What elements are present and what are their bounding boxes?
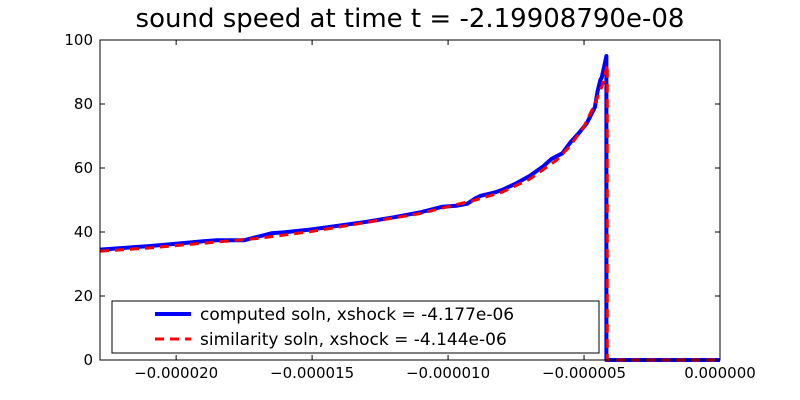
series-line-1 [99,54,720,362]
x-tick-label: 0.000000 [684,364,756,382]
legend: computed soln, xshock = -4.177e-06 simila… [111,300,600,354]
plot-frame [99,39,721,361]
x-tick-label: −0.000010 [406,364,490,382]
legend-box [111,300,600,354]
series-line-2 [99,63,720,362]
x-tick-label: −0.000015 [270,364,354,382]
x-tick-label: −0.000020 [134,364,218,382]
chart-title: sound speed at time t = -2.19908790e-08 [136,4,685,34]
series-layer [99,54,720,362]
y-tick-label: 60 [74,159,93,177]
legend-label-2: similarity soln, xshock = -4.144e-06 [200,330,507,350]
y-tick-label: 0 [83,351,93,369]
y-tick-label: 40 [74,223,93,241]
y-tick-label: 20 [74,287,93,305]
axes-layer: −0.000020 −0.000015 −0.000010 −0.000005 0.00… [64,31,755,382]
x-tick-label: −0.000005 [542,364,626,382]
y-tick-label: 80 [74,95,93,113]
y-tick-label: 100 [64,31,93,49]
legend-label-1: computed soln, xshock = -4.177e-06 [200,305,514,325]
